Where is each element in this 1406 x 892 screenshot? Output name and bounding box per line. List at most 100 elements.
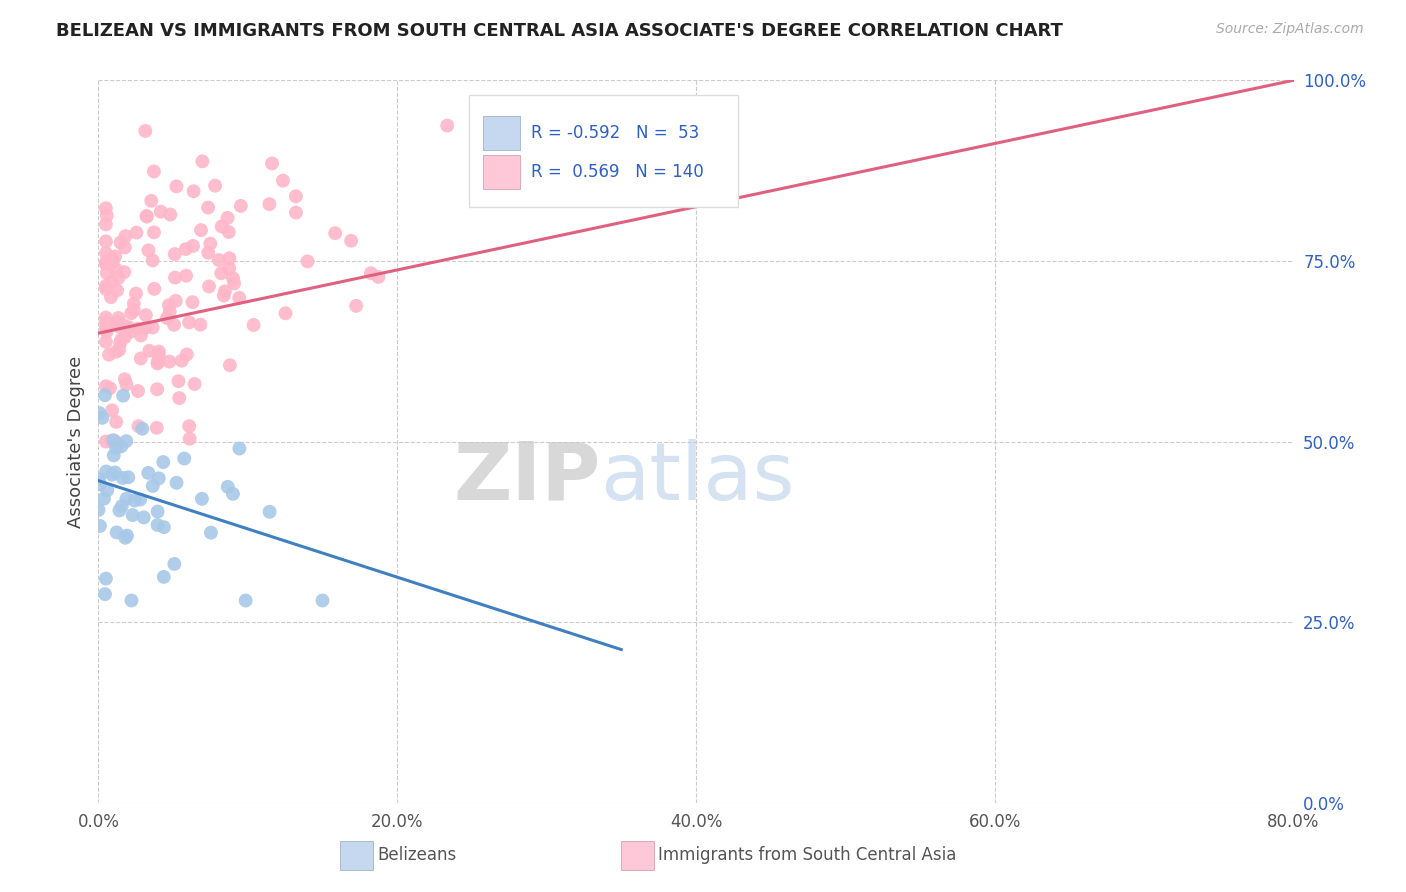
Point xyxy=(96,266,118,280)
Point xyxy=(209,266,232,280)
Point xyxy=(96,465,118,479)
Point xyxy=(183,184,205,198)
Point xyxy=(200,525,222,540)
FancyBboxPatch shape xyxy=(470,95,738,207)
Point xyxy=(96,325,118,339)
Point xyxy=(115,491,138,506)
Point xyxy=(228,442,250,456)
Point xyxy=(271,174,294,188)
Text: atlas: atlas xyxy=(600,439,794,516)
Point xyxy=(105,525,128,540)
Point xyxy=(208,253,231,268)
Point xyxy=(104,434,127,449)
Point xyxy=(89,519,111,533)
Point xyxy=(94,255,117,269)
Point xyxy=(94,572,117,586)
Point xyxy=(174,268,197,283)
FancyBboxPatch shape xyxy=(484,154,520,189)
Point xyxy=(143,282,166,296)
Point xyxy=(136,466,159,480)
Point xyxy=(132,510,155,524)
Text: ZIP: ZIP xyxy=(453,439,600,516)
Point xyxy=(311,593,333,607)
Point xyxy=(94,235,117,249)
Point xyxy=(198,279,221,293)
Point xyxy=(94,316,117,330)
Point xyxy=(217,480,239,494)
Point xyxy=(125,226,148,240)
Text: R =  0.569   N = 140: R = 0.569 N = 140 xyxy=(531,163,704,181)
Point xyxy=(159,354,181,368)
Point xyxy=(105,344,128,359)
Point xyxy=(110,235,132,250)
Point xyxy=(114,531,136,545)
Point xyxy=(146,505,169,519)
Point xyxy=(115,377,138,392)
Point xyxy=(218,251,240,265)
Point xyxy=(153,520,176,534)
Point xyxy=(197,201,219,215)
Point xyxy=(94,334,117,349)
Point xyxy=(105,415,128,429)
Point xyxy=(284,205,307,219)
Point xyxy=(114,372,136,386)
Point xyxy=(115,434,138,449)
Point xyxy=(134,124,156,138)
Point xyxy=(89,406,111,420)
Point xyxy=(112,389,135,403)
Point xyxy=(274,306,297,320)
Point xyxy=(108,319,131,334)
Point xyxy=(101,467,124,482)
Point xyxy=(174,242,197,256)
Point xyxy=(224,277,246,291)
Point xyxy=(142,320,165,334)
Point xyxy=(131,422,153,436)
Point xyxy=(94,218,117,232)
Point xyxy=(112,265,135,279)
Point xyxy=(127,419,149,434)
Point xyxy=(107,315,129,329)
Point xyxy=(94,310,117,325)
Point xyxy=(148,471,170,485)
Point xyxy=(259,505,281,519)
Point xyxy=(94,434,117,449)
FancyBboxPatch shape xyxy=(484,116,520,151)
Point xyxy=(142,164,165,178)
Point xyxy=(114,240,136,254)
Point xyxy=(98,381,121,395)
Point xyxy=(101,255,124,269)
Point xyxy=(98,348,121,362)
Point xyxy=(101,403,124,417)
Point xyxy=(94,388,117,402)
Point xyxy=(148,348,170,362)
Point xyxy=(142,479,165,493)
Point xyxy=(179,419,201,434)
Y-axis label: Associate's Degree: Associate's Degree xyxy=(66,355,84,528)
Point xyxy=(115,528,138,542)
Text: BELIZEAN VS IMMIGRANTS FROM SOUTH CENTRAL ASIA ASSOCIATE'S DEGREE CORRELATION CH: BELIZEAN VS IMMIGRANTS FROM SOUTH CENTRA… xyxy=(56,22,1063,40)
Point xyxy=(360,266,382,280)
Point xyxy=(127,321,149,335)
Point xyxy=(104,261,127,276)
Point xyxy=(367,269,389,284)
Point xyxy=(179,315,201,329)
Point xyxy=(159,304,181,318)
Text: Belizeans: Belizeans xyxy=(377,846,456,863)
Point xyxy=(176,347,198,361)
Point xyxy=(110,333,132,347)
Point xyxy=(100,275,122,289)
Point xyxy=(211,219,233,234)
Point xyxy=(110,439,132,453)
Point xyxy=(190,318,212,332)
Point xyxy=(204,178,226,193)
Point xyxy=(135,308,157,322)
Point xyxy=(107,311,129,326)
Point xyxy=(120,325,142,339)
Point xyxy=(105,283,128,297)
Point xyxy=(91,410,114,425)
Point xyxy=(87,503,110,517)
Point xyxy=(94,246,117,260)
Point xyxy=(114,330,136,344)
Point xyxy=(103,434,125,448)
Point xyxy=(96,483,118,498)
